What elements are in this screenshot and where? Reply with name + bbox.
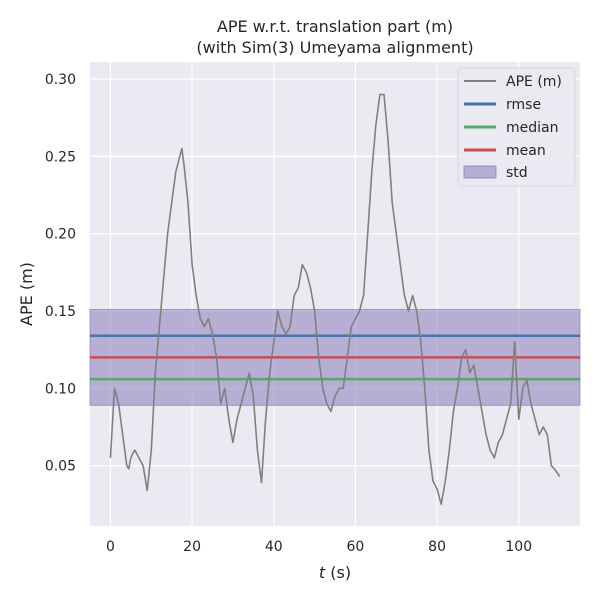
legend-box [457,67,576,187]
x-tick-label: 0 [106,539,115,555]
legend-label-ape: APE (m) [506,74,562,90]
x-axis-label-var: t [319,563,326,582]
legend-label-rmse: rmse [506,97,541,113]
y-tick-label: 0.05 [45,459,76,475]
y-tick-labels: 0.05 0.10 0.15 0.20 0.25 0.30 [45,72,76,475]
chart-title-line1: APE w.r.t. translation part (m) [217,17,453,36]
legend-label-mean: mean [506,143,546,159]
ape-series-line [109,93,561,506]
x-axis-label-unit: (s) [325,563,351,582]
legend-label-std: std [506,165,528,181]
x-tick-label: 40 [265,539,283,555]
x-axis-label: t (s) [319,563,351,582]
x-tick-label: 60 [347,539,365,555]
chart-title-line2: (with Sim(3) Umeyama alignment) [196,38,473,57]
legend: APE (m) rmse median mean std [457,67,576,187]
legend-swatch-std [463,165,497,179]
y-tick-label: 0.30 [45,72,76,88]
y-tick-label: 0.10 [45,381,76,397]
y-tick-label: 0.25 [45,149,76,165]
ape-series-layer [109,93,561,506]
y-axis-label: APE (m) [17,262,36,326]
legend-label-median: median [506,120,558,136]
x-tick-labels: 0 20 40 60 80 100 [106,539,532,555]
stat-lines-layer [90,334,580,381]
y-tick-label: 0.15 [45,304,76,320]
x-tick-label: 20 [183,539,201,555]
y-tick-label: 0.20 [45,227,76,243]
x-tick-label: 100 [505,539,532,555]
x-tick-label: 80 [428,539,446,555]
